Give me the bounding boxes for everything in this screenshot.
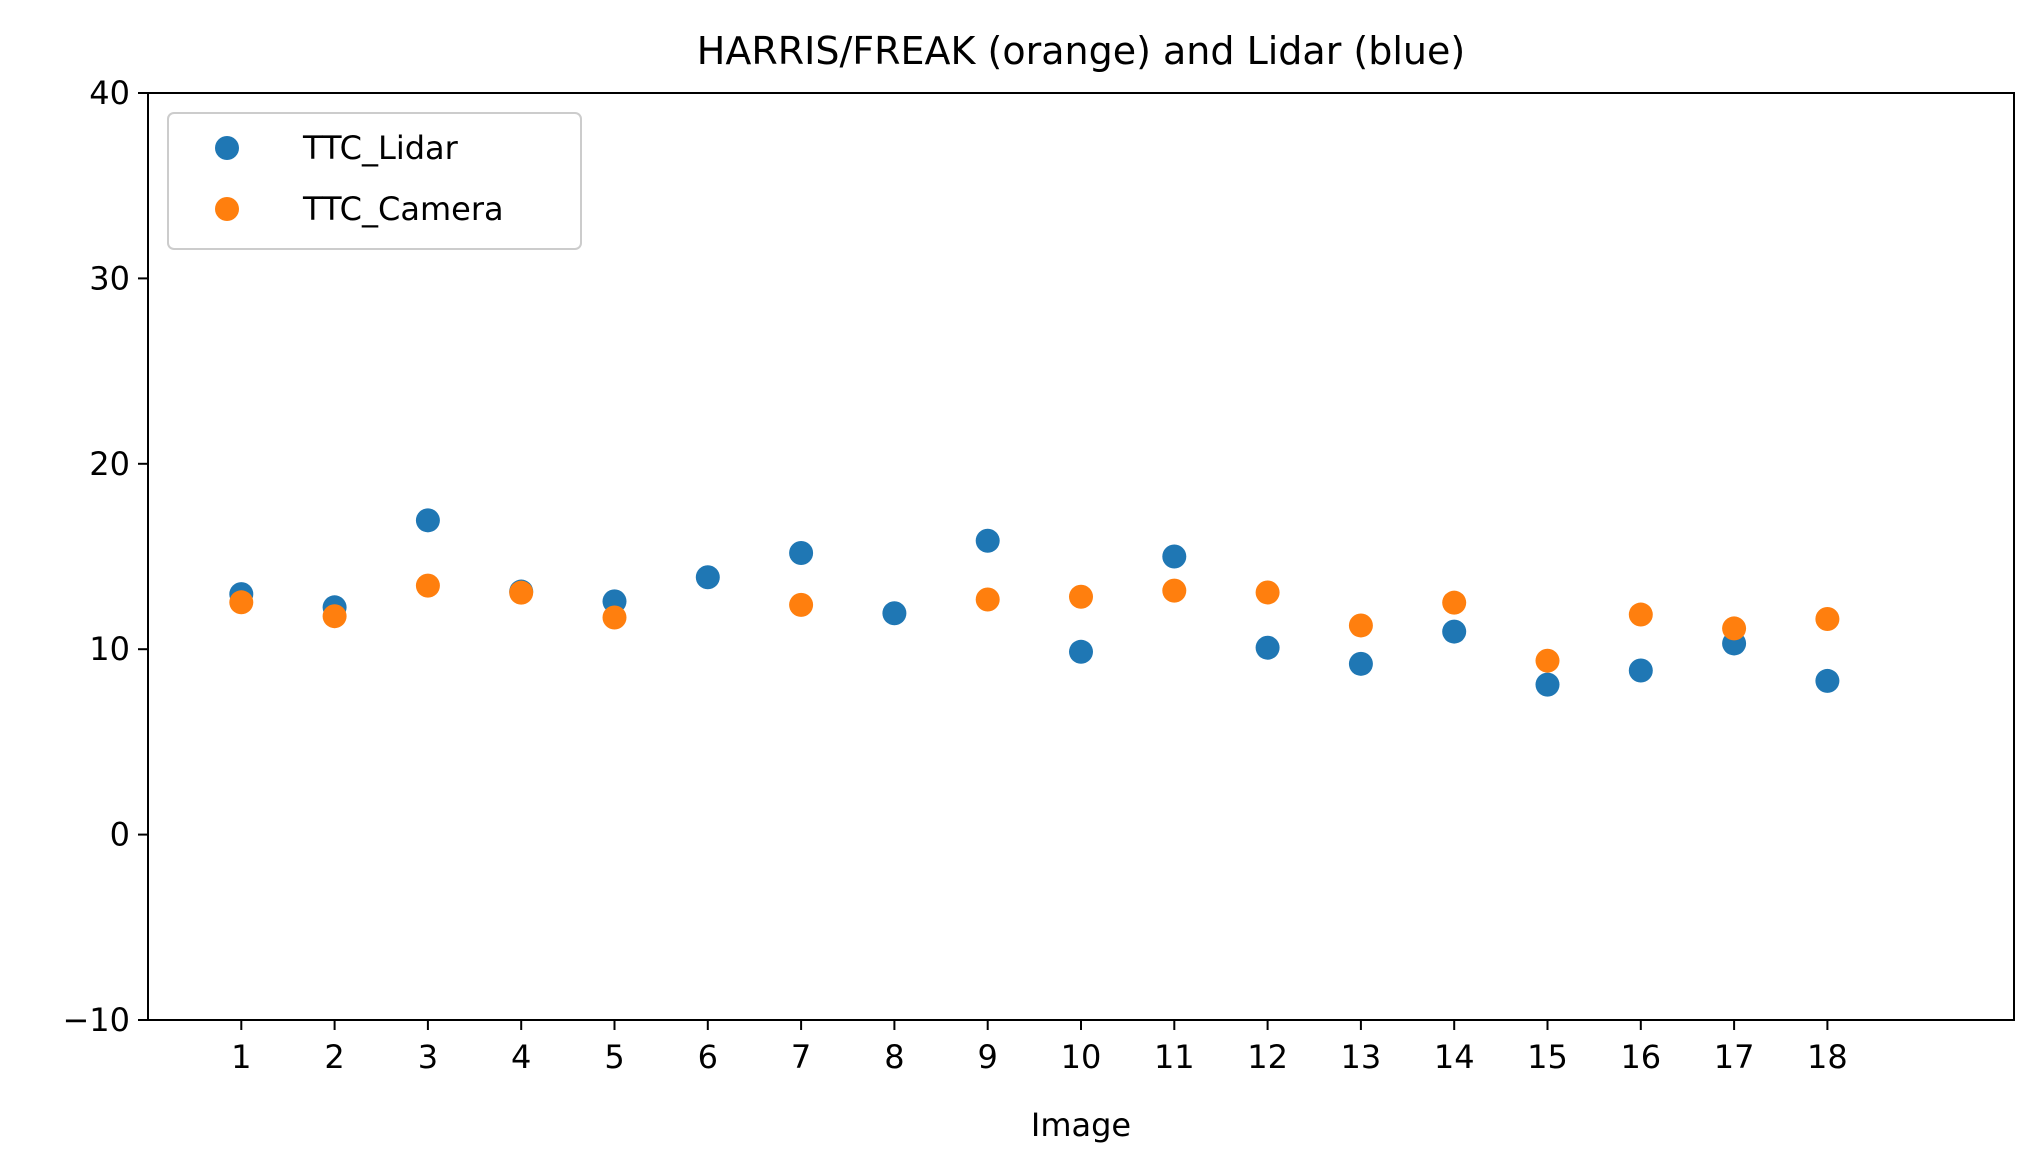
x-tick-label: 3 [418, 1038, 438, 1076]
legend-marker-ttc-camera [215, 197, 239, 221]
data-point-ttc-camera [509, 580, 534, 605]
data-point-ttc-lidar [1255, 635, 1280, 660]
data-point-ttc-camera [1722, 616, 1747, 641]
data-point-ttc-camera [1628, 602, 1653, 627]
legend-marker-ttc-lidar [215, 136, 239, 160]
x-tick-label: 17 [1714, 1038, 1755, 1076]
data-point-ttc-lidar [1535, 672, 1560, 697]
x-tick-label: 5 [604, 1038, 624, 1076]
data-point-ttc-camera [1815, 606, 1840, 631]
data-point-ttc-lidar [1162, 544, 1187, 569]
legend: TTC_Lidar TTC_Camera [167, 112, 582, 250]
y-axis-ticks: −10 0 10 20 30 40 [62, 74, 148, 1039]
y-tick-label: 20 [89, 445, 130, 483]
data-point-ttc-camera [1442, 590, 1467, 615]
x-tick-label: 12 [1247, 1038, 1288, 1076]
data-point-ttc-camera [1535, 648, 1560, 673]
x-tick-label: 10 [1061, 1038, 1102, 1076]
data-point-ttc-lidar [789, 540, 814, 565]
x-tick-label: 4 [511, 1038, 531, 1076]
data-point-ttc-camera [1348, 613, 1373, 638]
legend-box [167, 112, 582, 250]
data-point-ttc-lidar [1815, 668, 1840, 693]
legend-label-ttc-lidar: TTC_Lidar [302, 129, 459, 167]
chart-title: HARRIS/FREAK (orange) and Lidar (blue) [697, 29, 1465, 73]
y-tick-label: −10 [62, 1001, 130, 1039]
data-point-ttc-lidar [1069, 639, 1093, 664]
data-point-ttc-lidar [882, 601, 907, 626]
data-point-ttc-lidar [975, 528, 1000, 553]
data-point-ttc-lidar [1442, 619, 1467, 644]
x-tick-label: 18 [1807, 1038, 1848, 1076]
x-tick-label: 1 [231, 1038, 251, 1076]
x-tick-label: 9 [978, 1038, 998, 1076]
x-tick-label: 6 [698, 1038, 718, 1076]
x-tick-label: 7 [791, 1038, 811, 1076]
x-tick-label: 11 [1154, 1038, 1195, 1076]
data-point-ttc-camera [229, 590, 254, 615]
data-point-ttc-lidar [1628, 658, 1653, 683]
plot-area [229, 508, 1840, 697]
data-point-ttc-camera [322, 604, 347, 629]
data-point-ttc-camera [789, 592, 814, 617]
data-point-ttc-camera [1162, 578, 1187, 603]
legend-label-ttc-camera: TTC_Camera [302, 190, 504, 228]
x-tick-label: 8 [884, 1038, 904, 1076]
data-point-ttc-camera [415, 573, 440, 598]
data-point-ttc-camera [602, 605, 627, 630]
x-tick-label: 13 [1341, 1038, 1382, 1076]
x-tick-label: 14 [1434, 1038, 1475, 1076]
data-point-ttc-lidar [1348, 651, 1373, 676]
x-tick-label: 2 [324, 1038, 344, 1076]
y-tick-label: 40 [89, 74, 130, 112]
x-tick-label: 16 [1620, 1038, 1661, 1076]
data-point-ttc-camera [1255, 580, 1280, 605]
data-point-ttc-lidar [695, 565, 720, 590]
y-tick-label: 0 [110, 816, 130, 854]
x-axis-ticks: 1 2 3 4 5 6 7 8 9 10 11 12 13 14 15 16 17 18 [231, 1020, 1848, 1076]
y-tick-label: 30 [89, 259, 130, 297]
y-tick-label: 10 [89, 630, 130, 668]
data-point-ttc-lidar [415, 508, 440, 533]
data-point-ttc-camera [1069, 584, 1093, 609]
data-point-ttc-camera [975, 587, 1000, 612]
x-axis-label: Image [1031, 1106, 1131, 1144]
x-tick-label: 15 [1527, 1038, 1568, 1076]
